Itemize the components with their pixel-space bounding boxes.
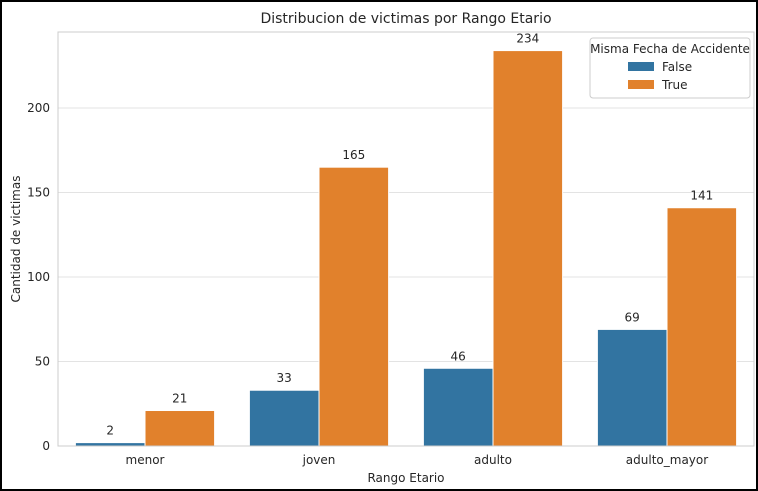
data-label: 234 [516, 32, 539, 46]
bar-false-menor [74, 442, 146, 447]
data-label: 141 [690, 189, 713, 203]
legend-title: Misma Fecha de Accidente [590, 42, 750, 56]
data-label: 21 [172, 392, 187, 406]
bar-false-adulto [422, 367, 494, 447]
data-label: 33 [277, 371, 292, 385]
y-tick-label: 50 [35, 355, 50, 369]
bar-false-adulto_mayor [596, 328, 668, 447]
data-label: 69 [625, 310, 640, 324]
x-tick-label: adulto_mayor [626, 453, 708, 467]
x-tick-label: adulto [474, 453, 512, 467]
x-axis-label: Rango Etario [367, 471, 444, 485]
bar-false-joven [248, 389, 320, 447]
y-tick-label: 0 [42, 439, 50, 453]
legend: Misma Fecha de Accidente False True [589, 37, 751, 99]
legend-items: False True [628, 60, 692, 92]
legend-swatch-true [628, 80, 654, 89]
bar-true-menor [144, 410, 216, 447]
bars [74, 50, 738, 447]
tick-labels: 0 50 100 150 200 menor joven adulto adulto_mayor [27, 101, 708, 467]
bar-true-adulto_mayor [666, 207, 738, 447]
data-label: 46 [451, 349, 466, 363]
y-tick-label: 200 [27, 101, 50, 115]
x-tick-label: menor [126, 453, 165, 467]
legend-swatch-false [628, 62, 654, 71]
y-tick-label: 100 [27, 270, 50, 284]
chart-title: Distribucion de victimas por Rango Etari… [260, 11, 551, 27]
y-tick-label: 150 [27, 186, 50, 200]
plot-area-border [57, 31, 755, 447]
bar-true-joven [318, 166, 390, 447]
data-label: 2 [106, 424, 114, 438]
y-axis-label: Cantidad de victimas [9, 176, 23, 303]
legend-label-true: True [661, 78, 688, 92]
x-tick-label: joven [302, 453, 336, 467]
bar-true-adulto [492, 50, 564, 447]
data-labels: 2 21 33 165 46 234 69 141 [106, 32, 713, 438]
legend-label-false: False [662, 60, 692, 74]
data-label: 165 [342, 148, 365, 162]
